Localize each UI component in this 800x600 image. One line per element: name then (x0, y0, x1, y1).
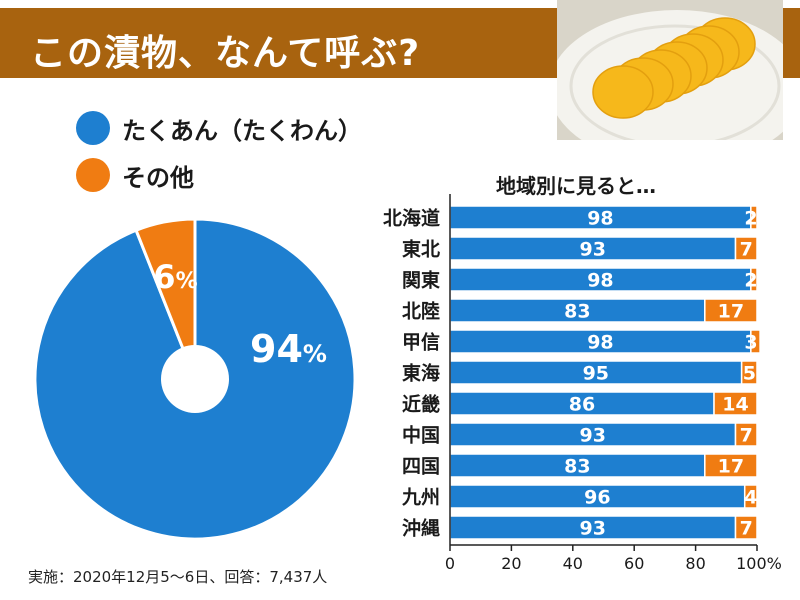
bar-segment-other (750, 267, 758, 292)
x-tick-label: 0 (445, 554, 455, 573)
pie-label-takuan-value: 94 (250, 327, 303, 371)
category-label: 沖縄 (402, 517, 440, 540)
bar-segment-other (740, 360, 758, 385)
survey-footnote: 実施：2020年12月5〜6日、回答：7,437人 (28, 568, 328, 586)
category-label: 近畿 (402, 393, 440, 416)
pie-label-other-unit: % (176, 269, 198, 294)
x-tick-label: 20 (501, 554, 521, 573)
category-label: 甲信 (402, 331, 440, 354)
bar-value-takuan: 93 (580, 239, 606, 261)
bar-row: 東北 93 7 (402, 236, 758, 261)
bar-value-takuan: 96 (584, 487, 610, 509)
bar-value-takuan: 83 (564, 301, 590, 323)
bar-row: 沖縄 93 7 (402, 515, 758, 540)
bar-value-takuan: 93 (580, 425, 606, 447)
bar-row: 甲信 98 3 (402, 329, 761, 354)
bar-row: 関東 98 2 (402, 267, 758, 292)
bar-value-other: 5 (743, 363, 756, 385)
bar-segment-other (743, 484, 758, 509)
pickle-slice (592, 65, 654, 119)
bar-value-takuan: 93 (580, 518, 606, 540)
pie-label-other: 6% (153, 258, 197, 296)
pie-label-takuan-unit: % (303, 340, 327, 368)
bar-value-other: 3 (744, 332, 757, 354)
bar-value-other: 14 (722, 394, 748, 416)
bar-value-takuan: 98 (587, 332, 613, 354)
category-label: 四国 (402, 456, 440, 478)
x-tick-label: 100% (736, 554, 782, 573)
bar-value-takuan: 86 (569, 394, 595, 416)
bar-segment-other (750, 329, 761, 354)
legend-swatch-orange (76, 158, 110, 192)
category-label: 関東 (402, 269, 440, 292)
category-label: 中国 (402, 424, 440, 447)
x-tick-label: 40 (563, 554, 583, 573)
category-label: 東海 (402, 362, 440, 385)
bar-row: 北海道 98 2 (383, 205, 758, 230)
bar-row: 中国 93 7 (402, 422, 758, 447)
pie-slice-other (134, 217, 197, 380)
pie-label-other-value: 6 (153, 258, 175, 296)
page-title: この漬物、なんて呼ぶ? (30, 33, 421, 74)
bar-segment-other (734, 515, 758, 540)
bar-value-other: 4 (744, 487, 757, 509)
bar-value-takuan: 98 (587, 270, 613, 292)
bar-segment-other (734, 236, 758, 261)
bar-value-other: 7 (740, 239, 753, 261)
bar-value-other: 7 (740, 518, 753, 540)
x-tick-label: 80 (685, 554, 705, 573)
bar-value-other: 7 (740, 425, 753, 447)
bar-row: 九州 96 4 (401, 484, 758, 509)
bar-segment-other (750, 205, 758, 230)
bar-row: 四国 83 17 (402, 453, 758, 478)
bar-value-takuan: 83 (564, 456, 590, 478)
bar-value-other: 17 (718, 301, 744, 323)
bar-segment-other (704, 298, 758, 323)
x-tick-label: 60 (624, 554, 644, 573)
legend-item-takuan: たくあん（たくわん） (76, 110, 362, 146)
bar-segment-other (713, 391, 758, 416)
bar-value-other: 17 (718, 456, 744, 478)
bar-value-other: 2 (744, 208, 757, 230)
category-label: 北海道 (383, 207, 440, 230)
legend-swatch-blue (76, 111, 110, 145)
category-label: 北陸 (402, 300, 440, 323)
pie-center-hole (161, 345, 229, 413)
legend-item-other: その他 (76, 157, 194, 193)
category-label: 九州 (401, 487, 440, 509)
bar-row: 北陸 83 17 (402, 298, 758, 323)
pickle-photo (557, 0, 783, 140)
bar-chart-title: 地域別に見ると… (496, 174, 656, 198)
legend-label-takuan: たくあん（たくわん） (122, 116, 362, 145)
pie-label-takuan: 94% (250, 327, 327, 371)
bar-value-takuan: 98 (587, 208, 613, 230)
bar-segment-other (734, 422, 758, 447)
bar-segment-other (704, 453, 758, 478)
bar-value-other: 2 (744, 270, 757, 292)
regional-bar-chart: 地域別に見ると… 北海道 98 2 東北 93 7 関東 98 2 北陸 83 17 甲信 98 3 東海 95… (383, 174, 782, 573)
bar-row: 東海 95 5 (402, 360, 758, 385)
bar-row: 近畿 86 14 (402, 391, 758, 416)
bar-value-takuan: 95 (583, 363, 609, 385)
category-label: 東北 (402, 238, 440, 261)
legend-label-other: その他 (122, 163, 194, 192)
pie-chart: 94% 6% (33, 217, 357, 541)
